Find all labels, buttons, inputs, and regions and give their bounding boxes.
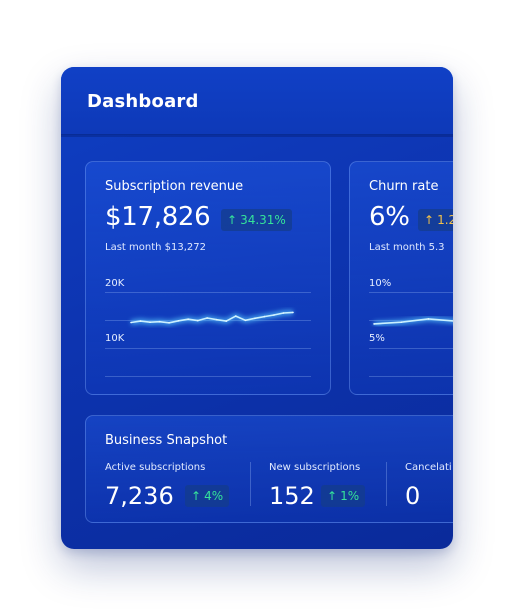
revenue-data-point <box>158 320 161 323</box>
new-subscriptions-change: 1% <box>340 489 360 503</box>
revenue-grid-line <box>105 348 311 349</box>
revenue-data-point <box>168 322 170 324</box>
revenue-card[interactable]: Subscription revenue $17,826 ↑ 34.31% Las… <box>85 161 331 395</box>
revenue-data-point <box>292 311 294 314</box>
revenue-data-point <box>177 320 180 322</box>
churn-axis-tick-10: 10% <box>369 278 392 289</box>
revenue-data-point <box>206 317 208 319</box>
revenue-card-title: Subscription revenue <box>105 179 244 194</box>
churn-data-point <box>373 323 375 325</box>
active-subscriptions-value: 7,236 <box>105 482 174 510</box>
dashboard-header: Dashboard <box>61 67 453 135</box>
churn-grid-line <box>369 348 453 349</box>
revenue-change-badge: ↑ 34.31% <box>221 209 292 231</box>
revenue-value: $17,826 <box>105 202 211 232</box>
churn-series-line <box>373 318 453 325</box>
revenue-data-point <box>254 317 256 320</box>
active-subscriptions-label: Active subscriptions <box>105 462 206 473</box>
page-title: Dashboard <box>87 91 199 112</box>
new-subscriptions-badge: ↑ 1% <box>321 485 366 507</box>
revenue-data-point <box>244 319 247 322</box>
churn-last-month: Last month 5.3 <box>369 242 445 253</box>
churn-change-badge: ↑ 1.2 <box>418 209 453 231</box>
revenue-change-value: 34.31% <box>240 213 286 227</box>
revenue-data-point <box>225 320 228 322</box>
up-arrow-icon: ↑ <box>191 489 202 503</box>
revenue-data-point <box>139 320 142 322</box>
churn-data-point <box>427 318 430 320</box>
revenue-last-month: Last month $13,272 <box>105 242 206 253</box>
dashboard-window: Dashboard Subscription revenue $17,826 ↑… <box>61 67 453 549</box>
revenue-data-point <box>149 321 151 323</box>
business-snapshot-card: Business Snapshot Active subscriptions 7… <box>85 415 453 523</box>
revenue-data-point <box>196 319 199 322</box>
cancelations-label: Cancelati <box>405 462 452 473</box>
new-subscriptions-value: 152 <box>269 482 315 510</box>
churn-grid-line <box>369 292 453 293</box>
up-arrow-icon: ↑ <box>227 213 238 227</box>
revenue-axis-tick-20k: 20K <box>105 278 125 289</box>
churn-value: 6% <box>369 202 410 232</box>
churn-line-chart <box>373 316 453 327</box>
revenue-axis-tick-10k: 10K <box>105 333 125 344</box>
churn-grid-line <box>369 376 453 377</box>
revenue-data-point <box>273 314 275 316</box>
churn-change-value: 1.2 <box>437 213 453 227</box>
revenue-series-line <box>130 311 294 324</box>
up-arrow-icon: ↑ <box>327 489 338 503</box>
churn-axis-tick-5: 5% <box>369 333 385 344</box>
revenue-data-point <box>187 318 189 320</box>
churn-card-title: Churn rate <box>369 179 439 194</box>
metric-divider <box>250 462 251 506</box>
snapshot-title: Business Snapshot <box>105 433 228 448</box>
metric-divider <box>386 462 387 506</box>
active-subscriptions-change: 4% <box>204 489 224 503</box>
churn-card[interactable]: Churn rate 6% ↑ 1.2 Last month 5.3 10% 5% <box>349 161 453 395</box>
cancelations-value: 0 <box>405 482 421 510</box>
revenue-data-point <box>216 318 218 321</box>
revenue-grid-line <box>105 376 311 377</box>
revenue-data-point <box>282 312 285 314</box>
new-subscriptions-label: New subscriptions <box>269 462 361 473</box>
up-arrow-icon: ↑ <box>424 213 435 227</box>
churn-data-point <box>400 321 402 323</box>
revenue-data-point <box>130 321 132 324</box>
revenue-line-chart <box>130 309 294 326</box>
active-subscriptions-badge: ↑ 4% <box>185 485 230 507</box>
revenue-grid-line <box>105 292 311 293</box>
revenue-data-point <box>263 315 266 318</box>
revenue-data-point <box>235 315 237 317</box>
